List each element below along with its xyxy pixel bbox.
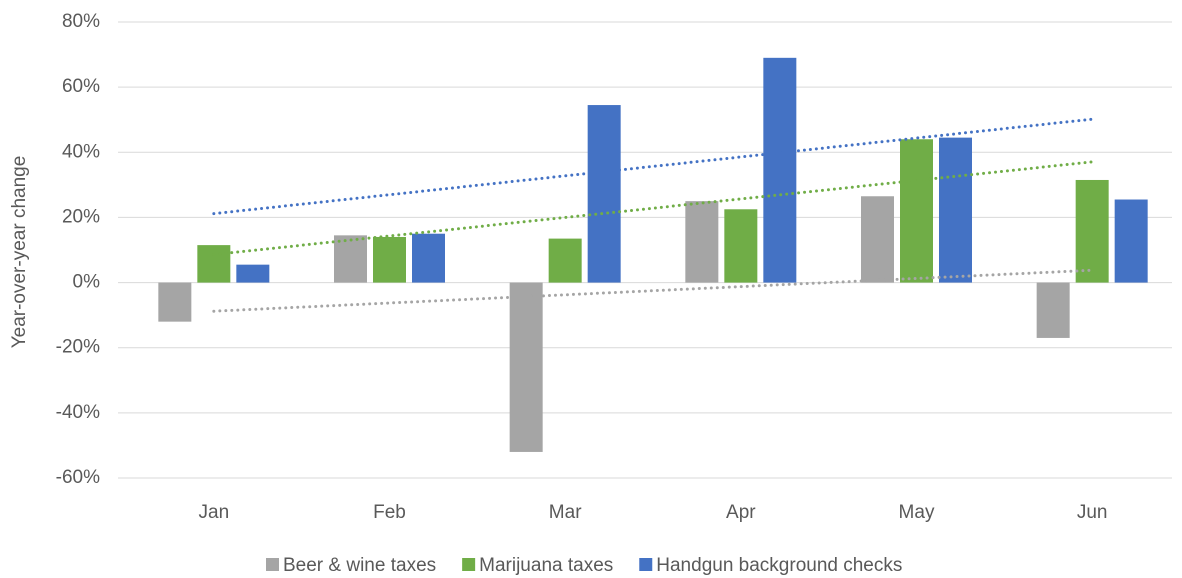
trendline	[212, 268, 1094, 313]
y-tick-label: 20%	[62, 206, 100, 227]
legend-label: Handgun background checks	[656, 555, 902, 576]
x-tick-label: Feb	[373, 502, 406, 523]
bar	[334, 235, 367, 283]
bar	[724, 209, 758, 283]
y-tick-label: 0%	[73, 272, 101, 293]
y-axis-title: Year-over-year change	[9, 156, 30, 349]
bar	[900, 139, 933, 283]
bar	[197, 245, 231, 283]
bar	[158, 282, 192, 322]
bar	[861, 196, 894, 283]
y-tick-label: -60%	[56, 467, 100, 488]
bar	[587, 105, 621, 283]
bar	[685, 201, 719, 283]
legend-swatch	[266, 558, 279, 571]
legend-label: Marijuana taxes	[479, 555, 613, 576]
bar	[236, 264, 270, 283]
y-tick-label: -20%	[56, 337, 100, 358]
bar	[509, 282, 543, 452]
x-tick-label: Jan	[199, 502, 230, 523]
x-tick-label: Mar	[549, 502, 582, 523]
x-tick-label: Apr	[726, 502, 756, 523]
bar	[548, 238, 582, 283]
bar	[1114, 199, 1148, 283]
bar	[939, 137, 972, 283]
bar	[1075, 179, 1109, 283]
y-tick-label: 80%	[62, 11, 100, 32]
legend-swatch	[639, 558, 653, 571]
bar	[412, 233, 445, 283]
legend-swatch	[462, 558, 476, 571]
x-tick-label: May	[899, 502, 935, 523]
y-tick-label: 60%	[62, 76, 100, 97]
legend-label: Beer & wine taxes	[283, 555, 436, 576]
bar	[763, 57, 797, 283]
bar	[1036, 282, 1070, 338]
bar	[373, 236, 406, 283]
y-tick-label: -40%	[56, 402, 100, 423]
x-tick-label: Jun	[1077, 502, 1108, 523]
y-tick-label: 40%	[62, 141, 100, 162]
